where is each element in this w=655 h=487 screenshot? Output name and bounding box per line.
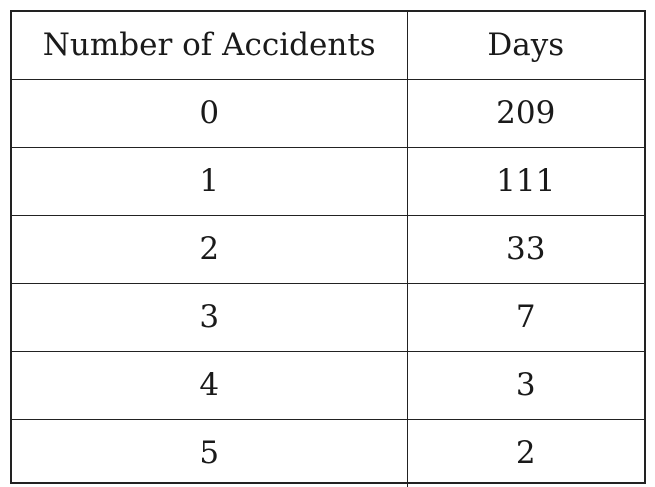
cell-accidents: 2 [12, 215, 408, 284]
table-row: 3 7 [12, 283, 644, 352]
cell-accidents: 0 [12, 79, 408, 148]
cell-accidents: 4 [12, 351, 408, 420]
cell-accidents: 3 [12, 283, 408, 352]
header-days: Days [406, 12, 644, 80]
accidents-table-frame: Number of Accidents Days 0 209 1 111 2 3… [10, 10, 646, 487]
table-row: 5 2 [12, 419, 644, 487]
table-header-row: Number of Accidents Days [12, 12, 644, 80]
cell-days: 33 [406, 215, 644, 284]
table-row: 4 3 [12, 351, 644, 420]
table-row: 2 33 [12, 215, 644, 284]
cell-days: 209 [406, 79, 644, 148]
cell-accidents: 1 [12, 147, 408, 216]
cell-days: 2 [406, 419, 644, 487]
header-number-of-accidents: Number of Accidents [12, 12, 408, 80]
cell-days: 111 [406, 147, 644, 216]
cell-accidents: 5 [12, 419, 408, 487]
cell-days: 3 [406, 351, 644, 420]
cell-days: 7 [406, 283, 644, 352]
accidents-table: Number of Accidents Days 0 209 1 111 2 3… [12, 12, 644, 487]
table-row: 0 209 [12, 79, 644, 148]
table-row: 1 111 [12, 147, 644, 216]
